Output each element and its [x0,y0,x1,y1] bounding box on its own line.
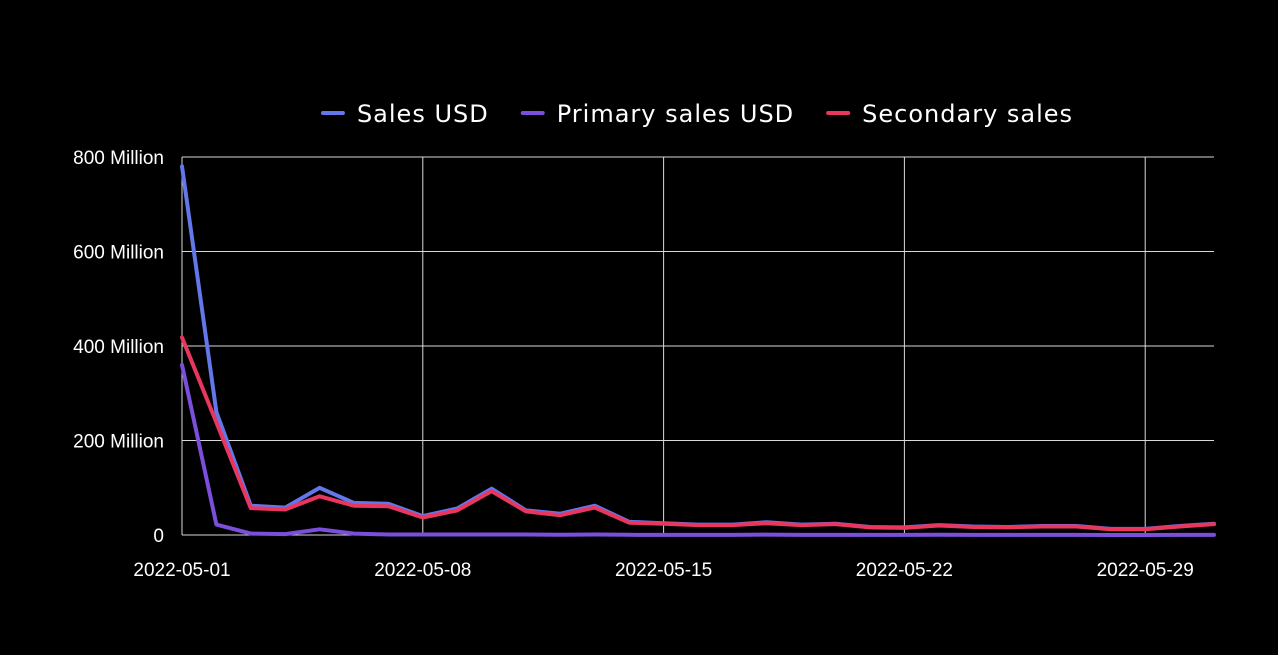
x-tick-label: 2022-05-29 [1097,560,1194,581]
legend-label: Sales USD [357,100,489,128]
legend: Sales USD Primary sales USD Secondary sale… [320,100,1073,128]
legend-label: Secondary sales [862,100,1073,128]
x-tick-label: 2022-05-08 [374,560,471,581]
x-tick-label: 2022-05-22 [856,560,953,581]
series-line-sales-usd [180,164,1216,531]
grid [181,156,1214,536]
series-line-secondary-sales [180,335,1216,532]
x-tick-label: 2022-05-15 [615,560,712,581]
series-lines [180,164,1216,537]
axes: 0 200 Million 400 Million 600 Million 800 Mi… [73,148,1194,581]
y-tick-label: 200 Million [73,432,164,453]
y-tick-label: 800 Million [73,148,164,169]
legend-label: Primary sales USD [557,100,794,128]
x-tick-label: 2022-05-01 [133,560,230,581]
y-tick-label: 600 Million [73,243,164,264]
series-line-primary-sales-usd [180,362,1216,537]
y-tick-label: 0 [153,526,164,547]
y-tick-label: 400 Million [73,337,164,358]
